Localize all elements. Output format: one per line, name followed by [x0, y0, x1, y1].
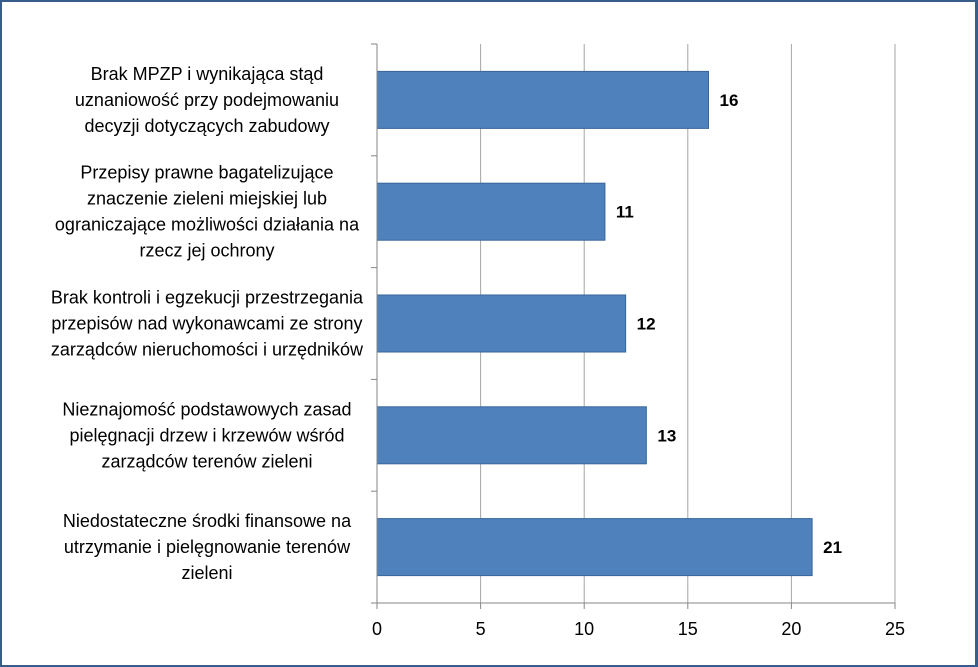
category-label-line: zieleni: [181, 563, 232, 583]
x-tick-label-20: 20: [781, 619, 801, 639]
category-label-4: Nieznajomość podstawowych zasad pielęgnac…: [62, 399, 351, 471]
data-label-3: 12: [637, 315, 656, 334]
category-label-3: Brak kontroli i egzekucji przestrzegania…: [51, 288, 364, 360]
bar-4: [376, 406, 647, 465]
category-label-line: Nieznajomość podstawowych zasad: [62, 399, 351, 419]
category-label-5: Niedostateczne środki finansowe na utrzym…: [63, 511, 352, 583]
category-label-line: ograniczające możliwości działania na: [55, 215, 360, 235]
category-label-line: zarządców nieruchomości i urzędników: [51, 340, 364, 360]
category-label-line: Przepisy prawne bagatelizujące: [80, 163, 333, 183]
x-tick-label-5: 5: [476, 619, 486, 639]
bar-3: [376, 294, 627, 353]
category-label-1: Brak MPZP i wynikająca stąd uznaniowość p…: [75, 64, 339, 136]
data-label-5: 21: [823, 538, 842, 557]
category-label-line: znaczenie zieleni miejskiej lub: [87, 189, 327, 209]
category-label-line: rzecz jej ochrony: [139, 241, 274, 261]
data-label-4: 13: [657, 426, 676, 445]
labels: 16 11 12 13 21 0 5 10 15 20 25 Brak MPZP i wynikają…: [51, 64, 905, 639]
category-label-line: uznaniowość przy podejmowaniu: [75, 90, 339, 110]
category-label-2: Przepisy prawne bagatelizujące znaczenie …: [55, 163, 360, 261]
category-label-line: Brak MPZP i wynikająca stąd: [91, 64, 324, 84]
bar-5: [376, 518, 813, 577]
bar-1: [376, 70, 710, 129]
axes: [371, 43, 896, 609]
category-label-line: przepisów nad wykonawcami ze strony: [51, 314, 362, 334]
data-label-2: 11: [616, 203, 634, 222]
category-label-line: Brak kontroli i egzekucji przestrzegania: [51, 288, 364, 308]
x-tick-label-15: 15: [678, 619, 698, 639]
x-tick-label-10: 10: [574, 619, 594, 639]
x-tick-label-0: 0: [372, 619, 382, 639]
gridlines: [480, 44, 896, 603]
category-label-line: Niedostateczne środki finansowe na: [63, 511, 352, 531]
category-label-line: decyzji dotyczących zabudowy: [84, 116, 329, 136]
category-label-line: zarządców terenów zieleni: [101, 451, 312, 471]
bars: [376, 70, 813, 577]
category-label-line: pielęgnacji drzew i krzewów wśród: [69, 425, 344, 445]
data-label-1: 16: [720, 91, 739, 110]
category-label-line: utrzymanie i pielęgnowanie terenów: [64, 537, 351, 557]
bar-2: [376, 182, 606, 241]
x-tick-label-25: 25: [885, 619, 905, 639]
